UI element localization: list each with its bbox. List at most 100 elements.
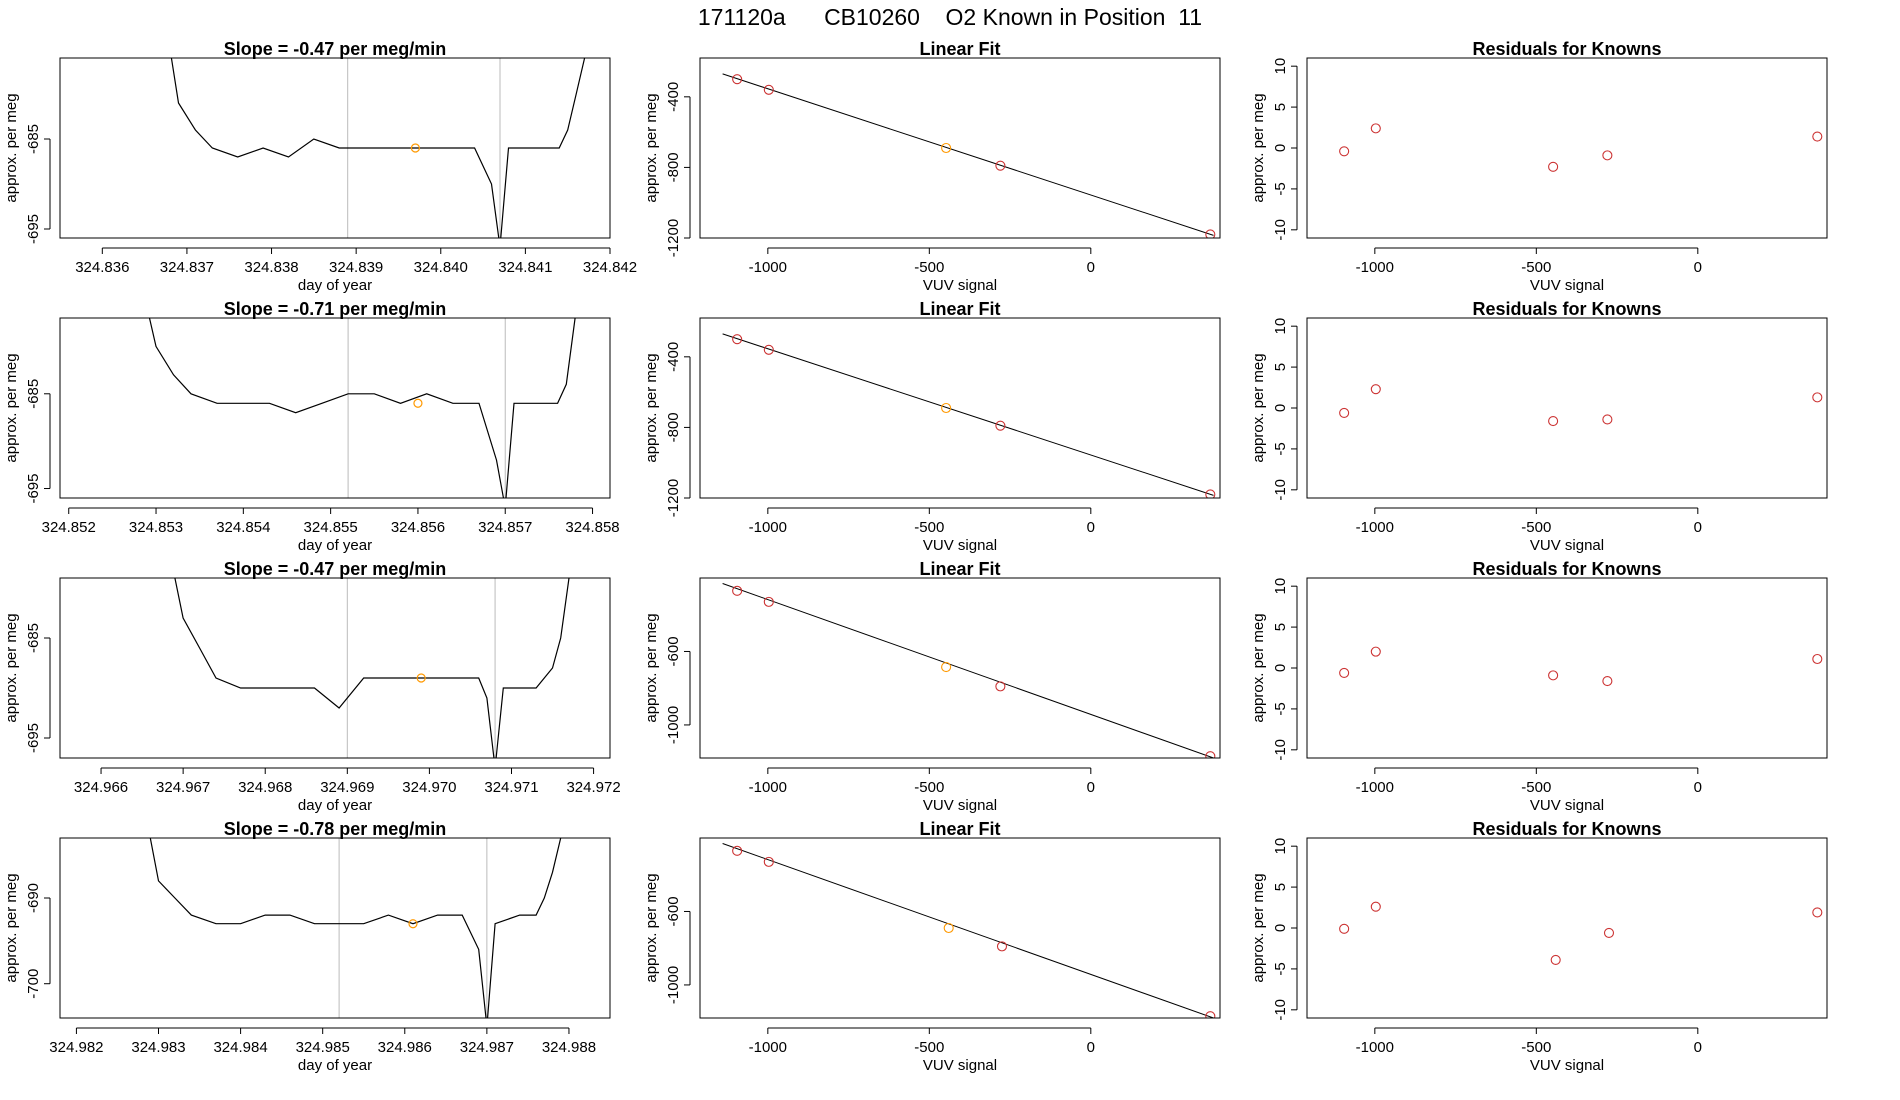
y-tick-label: 10	[1272, 318, 1289, 335]
x-tick-label: -500	[914, 1039, 944, 1056]
y-tick-label: 10	[1272, 838, 1289, 855]
plot-frame	[1306, 577, 1828, 759]
y-tick-label: 10	[1272, 58, 1289, 75]
plot-frame	[59, 57, 611, 239]
panel-4-3: -1000 -500 0 10 5 0 -5 -10 Residuals for Knowns V…	[1250, 819, 1828, 1074]
x-tick-label: 324.858	[565, 519, 619, 536]
panel-title: Linear Fit	[919, 39, 1000, 59]
plot-frame	[699, 57, 1221, 239]
x-axis-label: VUV signal	[1530, 797, 1604, 814]
panel-title: Slope = -0.47 per meg/min	[224, 559, 447, 579]
x-tick-label: 324.984	[213, 1039, 267, 1056]
plot-area	[722, 73, 1216, 238]
y-tick-label: -685	[25, 379, 42, 409]
data-point	[1548, 416, 1559, 427]
y-tick-label: -695	[25, 474, 42, 504]
fit-line	[722, 843, 1214, 1018]
data-point	[995, 681, 1006, 692]
x-axis-label: VUV signal	[1530, 537, 1604, 554]
y-tick-label: 5	[1272, 103, 1289, 111]
x-tick-label: 324.857	[478, 519, 532, 536]
x-axis-label: day of year	[298, 277, 372, 294]
panel-title: Linear Fit	[919, 819, 1000, 839]
x-tick-label: 324.971	[484, 779, 538, 796]
panel-2-3: -1000 -500 0 10 5 0 -5 -10 Residuals for Knowns V…	[1250, 299, 1828, 554]
x-axis-label: day of year	[298, 537, 372, 554]
data-point	[732, 585, 743, 596]
data-point	[763, 344, 774, 355]
x-tick-label: 324.972	[566, 779, 620, 796]
x-tick-label: 324.836	[75, 259, 129, 276]
x-tick-label: 324.968	[238, 779, 292, 796]
data-point	[732, 74, 743, 85]
panel-title: Slope = -0.71 per meg/min	[224, 299, 447, 319]
x-tick-label: -500	[1521, 1039, 1551, 1056]
x-tick-label: 324.856	[391, 519, 445, 536]
panel-title: Residuals for Knowns	[1472, 559, 1661, 579]
panel-1-3: -1000 -500 0 10 5 0 -5 -10 Residuals for Knowns V…	[1250, 39, 1828, 294]
fit-line	[722, 583, 1214, 758]
y-tick-label: 5	[1272, 363, 1289, 371]
x-tick-label: -500	[1521, 519, 1551, 536]
panel-title: Slope = -0.78 per meg/min	[224, 819, 447, 839]
data-point	[1205, 489, 1216, 498]
x-tick-label: -1000	[749, 1039, 787, 1056]
fit-line	[722, 333, 1214, 496]
data-point	[1602, 676, 1613, 687]
data-point	[995, 420, 1006, 431]
panel-title: Residuals for Knowns	[1472, 819, 1661, 839]
x-tick-label: -500	[1521, 779, 1551, 796]
panel-title: Residuals for Knowns	[1472, 299, 1661, 319]
plot-frame	[1306, 317, 1828, 499]
plot-area	[722, 333, 1216, 498]
data-point	[943, 922, 954, 934]
data-point	[1339, 146, 1350, 157]
data-point	[941, 402, 952, 414]
plot-frame	[699, 577, 1221, 759]
plot-frame	[1306, 57, 1828, 239]
marker-point	[408, 919, 418, 929]
data-point	[1339, 667, 1350, 678]
x-tick-label: -500	[914, 779, 944, 796]
y-tick-label: -1200	[665, 479, 682, 517]
x-tick-label: 324.852	[42, 519, 96, 536]
y-axis-label: approx. per meg	[1250, 93, 1267, 202]
panel-title: Linear Fit	[919, 559, 1000, 579]
x-tick-label: 0	[1087, 1039, 1095, 1056]
y-tick-label: -800	[665, 412, 682, 442]
data-point	[1370, 646, 1381, 657]
x-tick-label: 0	[1694, 259, 1702, 276]
x-tick-label: 324.983	[131, 1039, 185, 1056]
data-point	[941, 142, 952, 154]
plot-frame	[59, 317, 611, 499]
x-tick-label: 0	[1087, 779, 1095, 796]
plot-frame	[1306, 837, 1828, 1019]
y-tick-label: -600	[665, 896, 682, 926]
x-tick-label: 324.967	[156, 779, 210, 796]
panel-title: Linear Fit	[919, 299, 1000, 319]
y-tick-label: -10	[1272, 219, 1289, 241]
data-point	[1370, 384, 1381, 395]
y-axis-label: approx. per meg	[3, 873, 20, 982]
y-tick-label: 0	[1272, 144, 1289, 152]
x-tick-label: -1000	[1356, 519, 1394, 536]
x-tick-label: 324.985	[296, 1039, 350, 1056]
panel-1-2: -1000 -500 0 -400 -800 -1200 Linear Fit VUV sig…	[643, 39, 1221, 294]
signal-trace	[174, 578, 570, 758]
y-axis-label: approx. per meg	[1250, 873, 1267, 982]
panel-2-2: -1000 -500 0 -400 -800 -1200 Linear Fit VUV sig…	[643, 299, 1221, 554]
data-point	[1812, 392, 1823, 403]
panel-4-2: -1000 -500 0 -600 -1000 Linear Fit VUV signal a…	[643, 819, 1221, 1074]
y-tick-label: -5	[1272, 182, 1289, 195]
y-tick-label: 0	[1272, 404, 1289, 412]
y-tick-label: -10	[1272, 479, 1289, 501]
plot-frame	[59, 577, 611, 759]
x-tick-label: 324.855	[304, 519, 358, 536]
data-point	[1812, 131, 1823, 142]
y-axis-label: approx. per meg	[3, 93, 20, 202]
plot-frame	[59, 837, 611, 1019]
data-point	[1339, 923, 1350, 934]
plot-area	[1339, 646, 1823, 687]
x-axis-label: day of year	[298, 797, 372, 814]
data-point	[1370, 123, 1381, 134]
